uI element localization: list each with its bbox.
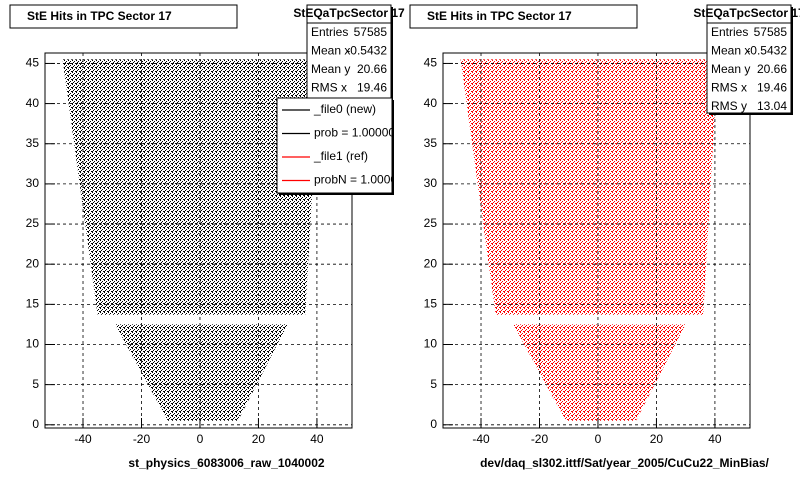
stats-value: 19.46 <box>357 81 387 95</box>
stats-value: -0.5432 <box>746 44 787 58</box>
hit-region <box>460 59 718 315</box>
stats-value: 20.66 <box>357 62 387 76</box>
y-tick-label: 10 <box>26 337 40 351</box>
title-box <box>9 4 238 29</box>
y-tick-label: 0 <box>430 417 437 431</box>
stats-value: 57585 <box>754 25 788 39</box>
x-tick-label: 40 <box>310 432 324 446</box>
stats-label: Mean y <box>711 62 750 76</box>
hit-region <box>62 59 320 315</box>
stats-box <box>306 4 392 114</box>
y-tick-label: 25 <box>424 216 438 230</box>
y-tick-label: 15 <box>424 297 438 311</box>
stats-value: 20.66 <box>757 62 787 76</box>
chart-title: StE Hits in TPC Sector 17 <box>27 9 172 23</box>
x-axis-title: st_physics_6083006_raw_1040002 <box>128 456 324 470</box>
stats-name: StEQaTpcSector 17 <box>293 6 405 20</box>
y-tick-label: 25 <box>26 216 40 230</box>
x-tick-label: 40 <box>708 432 722 446</box>
chart-title: StE Hits in TPC Sector 17 <box>427 9 572 23</box>
y-tick-label: 40 <box>26 96 40 110</box>
stats-label: Entries <box>311 25 348 39</box>
y-tick-label: 40 <box>424 96 438 110</box>
hit-region <box>513 324 686 421</box>
y-tick-label: 35 <box>424 136 438 150</box>
stats-label: Mean x <box>711 44 750 58</box>
y-tick-label: 20 <box>424 256 438 270</box>
stats-label: Entries <box>711 25 748 39</box>
x-tick-label: 20 <box>650 432 664 446</box>
stats-value: 19.46 <box>757 81 787 95</box>
stats-value: 13.04 <box>757 99 787 113</box>
stats-value: -0.5432 <box>346 44 387 58</box>
stats-value: 57585 <box>354 25 388 39</box>
stats-label: RMS y <box>711 99 747 113</box>
y-tick-label: 35 <box>26 136 40 150</box>
y-tick-label: 30 <box>26 176 40 190</box>
hit-region <box>115 324 288 421</box>
x-tick-label: 0 <box>197 432 204 446</box>
stats-name: StEQaTpcSector 17 <box>693 6 800 20</box>
stats-label: Mean y <box>311 62 350 76</box>
y-tick-label: 45 <box>26 56 40 70</box>
x-axis-title: dev/daq_sl302.ittf/Sat/year_2005/CuCu22_… <box>480 456 769 470</box>
legend-label: _file1 (ref) <box>313 149 368 163</box>
x-tick-label: -20 <box>133 432 151 446</box>
legend-label: prob = 1.000000 <box>314 126 402 140</box>
stats-label: RMS x <box>311 81 347 95</box>
y-tick-label: 15 <box>26 297 40 311</box>
y-tick-label: 20 <box>26 256 40 270</box>
stats-box <box>706 4 792 114</box>
x-tick-label: -40 <box>472 432 490 446</box>
legend-label: probN = 1.000000 <box>314 173 411 187</box>
legend-label: _file0 (new) <box>313 102 376 116</box>
y-tick-label: 5 <box>32 377 39 391</box>
y-tick-label: 30 <box>424 176 438 190</box>
y-tick-label: 10 <box>424 337 438 351</box>
y-tick-label: 5 <box>430 377 437 391</box>
legend-box <box>276 97 393 194</box>
stats-label: RMS x <box>711 81 747 95</box>
y-tick-label: 45 <box>424 56 438 70</box>
stats-label: Mean x <box>311 44 350 58</box>
x-tick-label: 0 <box>595 432 602 446</box>
y-tick-label: 0 <box>32 417 39 431</box>
legend: _file0 (new) prob = 1.000000 _file1 (ref) p… <box>282 102 411 187</box>
x-tick-label: -40 <box>74 432 92 446</box>
title-box <box>409 4 638 29</box>
x-tick-label: 20 <box>252 432 266 446</box>
x-tick-label: -20 <box>531 432 549 446</box>
